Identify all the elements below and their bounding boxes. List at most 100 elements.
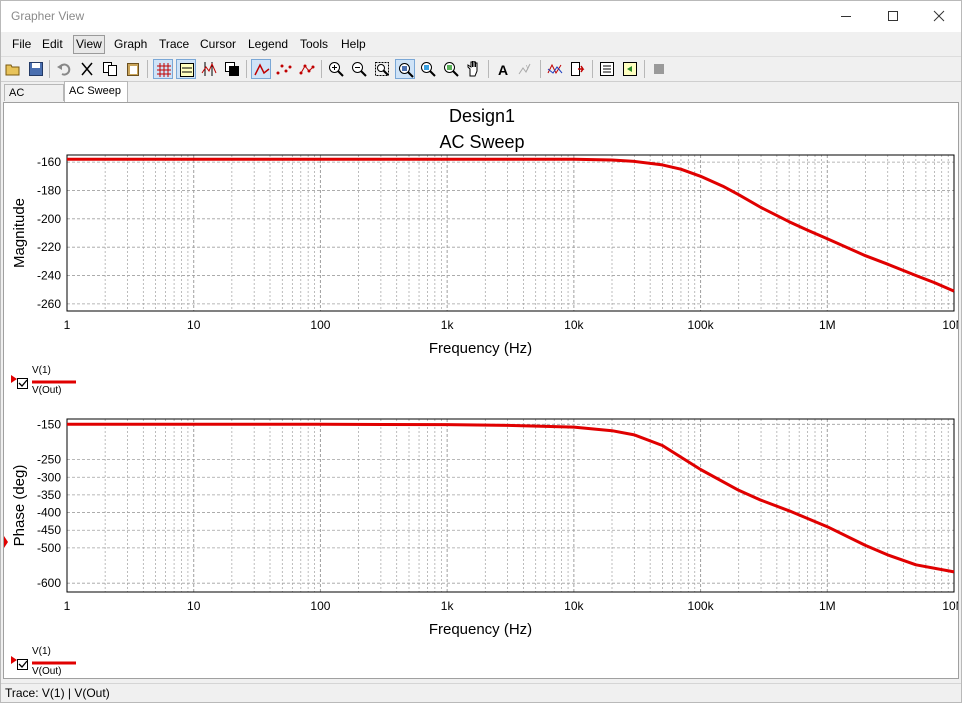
x-tick-label: 1k [441,318,455,332]
x-tick-label: 10M [942,318,958,332]
copy-icon [103,62,117,76]
maximize-button[interactable] [869,1,915,32]
y-tick-label: -300 [37,470,61,484]
x-tick-label: 1M [819,599,836,613]
text-icon: A [498,62,508,77]
zoom-y-button[interactable] [418,59,438,79]
menu-file[interactable]: File [12,37,32,51]
stop-icon [654,64,664,74]
select-page-button[interactable] [620,59,640,79]
legend-icon [180,63,194,77]
menu-view[interactable]: View [73,35,105,54]
x-tick-label: 10k [564,599,584,613]
reverse-colors-icon [225,62,239,76]
plot-canvas[interactable]: Design1 AC Sweep -160 -180 -200 -220 -240 -26… [4,103,961,678]
tab-ac-sweep-1[interactable]: AC Sweep [4,84,64,115]
x-tick-label: 1M [819,318,836,332]
x-tick-label: 1k [441,599,455,613]
zoom-out-icon [352,62,367,77]
export-button[interactable] [568,59,588,79]
properties-button[interactable] [597,59,617,79]
plot-frame [66,154,955,312]
zoom-area-icon [444,62,459,77]
open-button[interactable] [3,59,23,79]
show-markers-icon [276,64,292,75]
cursors-icon [201,62,217,76]
tab-ac-sweep-2[interactable]: AC Sweep [64,81,128,102]
zoom-in-button[interactable] [326,59,346,79]
legend-marker-icon [11,656,17,664]
show-trace-button[interactable] [251,59,271,79]
y-tick-label: -500 [37,541,61,555]
legend-label-vout: V(Out) [32,666,61,677]
x-tick-label: 10 [187,599,201,613]
menu-edit[interactable]: Edit [42,37,63,51]
ylabel-magnitude: Magnitude [11,198,28,268]
menu-bar: File Edit View Graph Trace Cursor Legend… [1,33,961,55]
annotate-icon: y [518,63,531,75]
tab-strip: AC Sweep AC Sweep [1,81,961,115]
zoom-x-icon [399,63,414,78]
trace-line[interactable] [67,422,955,574]
zoom-x-button[interactable] [395,59,415,79]
overlay-button[interactable] [545,59,565,79]
menu-cursor[interactable]: Cursor [200,37,237,51]
cut-button[interactable] [77,59,97,79]
zoom-out-button[interactable] [349,59,369,79]
show-markers-button[interactable] [274,59,294,79]
menu-tools[interactable]: Tools [300,37,329,51]
x-axis-label: Frequency (Hz) [429,340,532,357]
y-tick-label: -350 [37,488,61,502]
ylabel-phase: Phase (deg) [11,465,28,547]
y-tick-label: -200 [37,212,61,226]
svg-text:A: A [498,62,508,77]
menu-legend[interactable]: Legend [248,37,289,51]
pan-button[interactable] [464,59,484,79]
legend-button[interactable] [176,59,196,79]
grid-button[interactable] [153,59,173,79]
save-button[interactable] [26,59,46,79]
y-tick-label: -180 [37,183,61,197]
trace-line[interactable] [67,157,955,293]
stop-button[interactable] [649,59,669,79]
legend-checkbox-magnitude[interactable] [17,378,28,389]
legend-checkbox-phase[interactable] [17,659,28,670]
x-tick-label: 1 [64,318,71,332]
show-trace-icon [254,63,270,76]
zoom-in-icon [329,62,344,77]
copy-button[interactable] [100,59,120,79]
legend-label-v1: V(1) [32,646,51,657]
select-page-icon [623,62,637,76]
cursors-button[interactable] [199,59,219,79]
annotate-button[interactable]: y [516,59,536,79]
menu-trace[interactable]: Trace [159,37,190,51]
reverse-colors-button[interactable] [222,59,242,79]
zoom-area-button[interactable] [441,59,461,79]
x-tick-label: 100 [310,599,330,613]
undo-icon [57,63,71,76]
x-tick-label: 10M [942,599,958,613]
show-markers-trace-button[interactable] [297,59,317,79]
menu-help[interactable]: Help [341,37,366,51]
zoom-fit-icon [375,62,389,76]
undo-button[interactable] [54,59,74,79]
zoom-fit-button[interactable] [372,59,392,79]
close-button[interactable] [915,1,961,32]
x-axis-label: Frequency (Hz) [429,621,532,638]
title-bar: Grapher View [1,1,961,32]
y-tick-label: -220 [37,240,61,254]
svg-text:y: y [526,64,530,71]
x-tick-label: 100 [310,318,330,332]
minimize-button[interactable] [823,1,869,32]
x-tick-label: 1 [64,599,71,613]
paste-icon [127,63,139,76]
menu-graph[interactable]: Graph [114,37,148,51]
text-button[interactable]: A [493,59,513,79]
y-tick-label: -400 [37,506,61,520]
paste-button[interactable] [123,59,143,79]
x-tick-label: 100k [688,318,715,332]
chart-subtitle: AC Sweep [439,132,524,152]
chart-title: Design1 [449,106,515,126]
